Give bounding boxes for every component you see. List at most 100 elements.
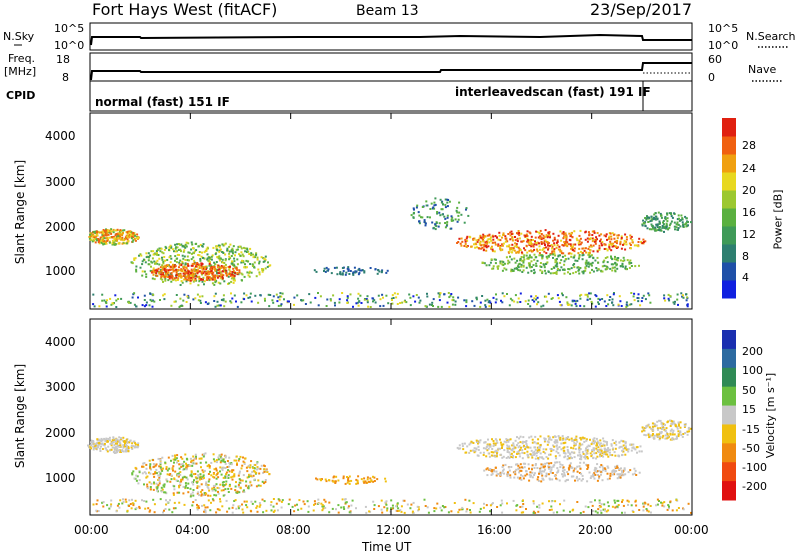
velocity-echo [198,457,201,460]
velocity-echo [253,470,256,473]
power-echo [97,239,100,242]
velocity-echo [537,458,540,461]
velocity-echo [555,439,558,442]
power-echo [638,237,641,240]
power-echo [358,300,361,303]
velocity-echo [160,468,163,471]
velocity-echo [259,467,262,470]
power-echo [523,258,526,261]
power-echo [566,301,569,304]
power-echo [217,281,220,284]
power-echo [185,245,188,248]
power-echo [258,273,261,276]
power-echo [197,299,200,302]
velocity-echo [555,444,558,447]
velocity-echo [457,511,460,514]
velocity-echo [390,499,393,502]
velocity-echo [103,444,106,447]
velocity-echo [186,478,189,481]
power-echo [603,248,606,250]
power-echo [539,254,542,257]
velocity-echo [589,477,592,479]
velocity-echo [109,439,111,442]
power-echo [678,219,681,222]
velocity-echo [250,510,253,513]
power-echo [676,228,679,231]
power-echo [473,304,476,307]
velocity-echo [92,441,95,444]
power-echo [591,261,594,264]
velocity-colorbar-segment [722,405,736,425]
power-echo [560,259,563,262]
power-echo [159,273,162,276]
power-echo [236,263,239,266]
velocity-echo [574,448,577,450]
velocity-echo [687,502,690,505]
velocity-echo [190,459,193,462]
velocity-echo [385,503,388,506]
velocity-echo [485,445,488,448]
power-echo [517,263,520,266]
power-echo [133,257,136,260]
velocity-echo [181,457,184,460]
velocity-echo [190,493,193,496]
power-echo [659,212,662,215]
velocity-echo [251,502,254,505]
power-echo [562,231,565,234]
power-echo [165,268,168,271]
power-echo [576,266,579,269]
velocity-echo [538,506,541,509]
power-echo [685,217,688,220]
power-echo [166,259,169,261]
power-echo [634,265,637,268]
power-echo [159,250,162,253]
velocity-echo [116,504,119,507]
power-echo [329,299,332,302]
power-echo [169,255,172,258]
power-echo [553,236,556,239]
velocity-echo [128,505,131,507]
power-echo [185,271,188,274]
power-echo [530,245,533,248]
power-echo [247,250,250,253]
power-echo [659,228,662,231]
power-echo [200,266,203,269]
velocity-echo [115,438,118,441]
power-echo [585,259,588,262]
power-echo [631,241,634,244]
power-echo [216,300,219,303]
velocity-echo [192,489,195,491]
velocity-echo [652,429,655,432]
power-echo [230,292,232,295]
velocity-echo [558,436,561,439]
velocity-echo [599,448,602,451]
power-echo [208,262,211,265]
velocity-echo [673,422,676,425]
power-echo [207,247,209,250]
power-echo [607,238,610,241]
power-echo [550,244,553,246]
power-echo [565,236,568,239]
power-echo [609,232,612,235]
power-echo [213,276,215,279]
power-echo [600,233,603,236]
power-echo [313,269,316,272]
velocity-echo [215,467,218,470]
power-echo [490,258,493,261]
power-echo [326,298,329,301]
velocity-echo [687,426,690,429]
velocity-echo [482,447,485,450]
velocity-echo [537,438,540,441]
power-echo [670,220,673,223]
velocity-echo [210,501,212,504]
power-echo [596,250,599,253]
power-echo [608,235,611,238]
power-echo [161,258,164,261]
power-echo [620,305,623,307]
velocity-echo [287,503,290,506]
velocity-echo [505,441,508,444]
power-echo [174,243,177,246]
velocity-echo [118,440,121,443]
power-echo [244,266,247,269]
velocity-echo [252,467,255,470]
